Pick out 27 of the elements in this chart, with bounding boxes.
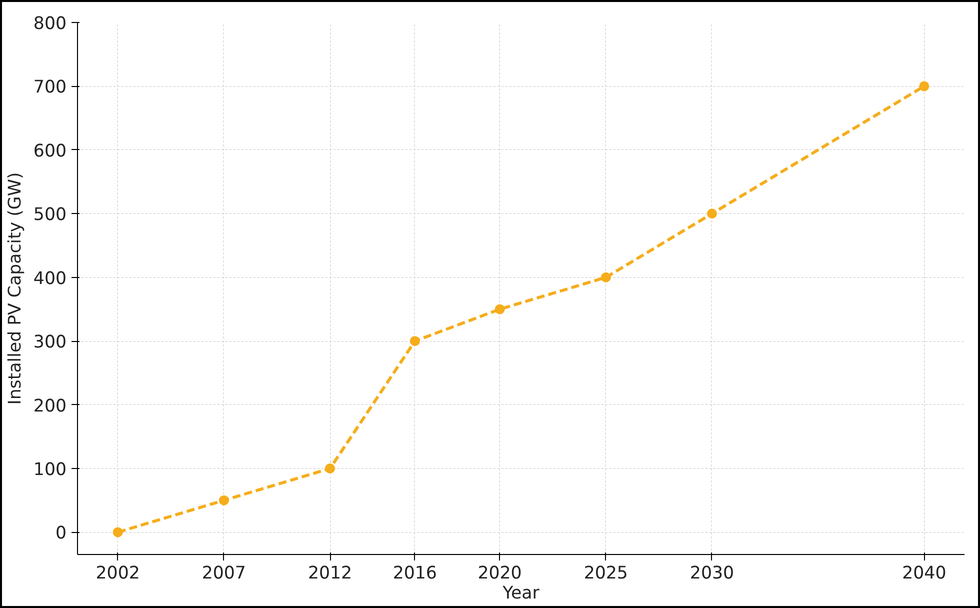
- y-tick-label: 0: [55, 524, 67, 544]
- x-tick-label: 2016: [392, 564, 437, 584]
- x-tick-label: 2025: [584, 564, 628, 584]
- y-tick-label: 300: [33, 332, 67, 353]
- x-axis-title: Year: [502, 584, 540, 604]
- point: [919, 81, 930, 92]
- point: [706, 208, 717, 219]
- point: [410, 336, 420, 346]
- x-tick-label: 2012: [308, 564, 352, 584]
- point: [325, 463, 336, 474]
- point: [600, 272, 611, 282]
- y-tick-label: 700: [33, 78, 67, 98]
- y-tick-label: 600: [33, 141, 67, 162]
- x-tick-label: 2030: [690, 564, 734, 584]
- y-axis-title: Installed PV Capacity (GW): [5, 172, 26, 405]
- x-tick-label: 2007: [202, 564, 246, 584]
- y-tick-label: 400: [33, 268, 67, 289]
- x-tick-label: 2020: [478, 564, 522, 584]
- y-tick-label: 100: [33, 460, 67, 480]
- point: [218, 495, 229, 506]
- x-tick-label: 2002: [96, 564, 140, 584]
- point: [112, 527, 123, 538]
- x-tick-label: 2040: [902, 564, 946, 584]
- y-tick-label: 500: [33, 205, 67, 226]
- point: [494, 304, 505, 314]
- y-tick-label: 200: [33, 396, 67, 416]
- y-tick-label: 800: [33, 14, 67, 34]
